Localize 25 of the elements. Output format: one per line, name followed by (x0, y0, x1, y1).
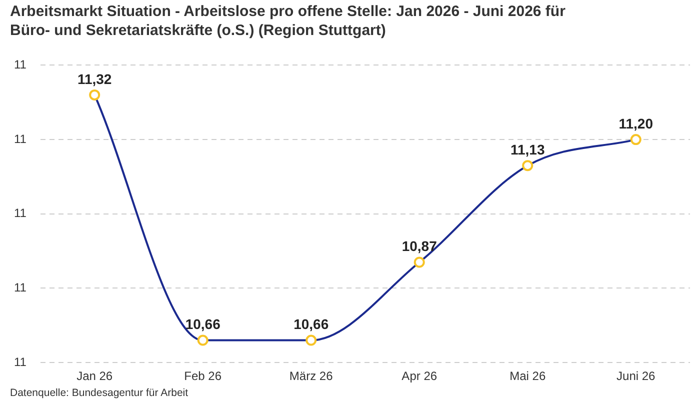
x-tick-label: Mai 26 (510, 369, 546, 384)
x-tick-label: Feb 26 (184, 369, 222, 384)
y-tick-label: 11 (14, 280, 27, 295)
y-tick-label: 11 (14, 132, 27, 146)
data-label: 11,20 (618, 115, 654, 132)
data-label: 11,32 (77, 70, 112, 87)
y-tick-label: 11 (14, 58, 27, 72)
point (522, 160, 534, 172)
chart-title: Arbeitsmarkt Situation - Arbeitslose pro offene Stelle: Jan 2026 - Juni 2026 für Büro- und Sekretariatskräfte (o.S.) (Region Stuttgart) (10, 2, 566, 40)
data-label: 10,87 (402, 238, 438, 254)
x-tick-label: Apr 26 (402, 369, 438, 384)
text: Datenquelle: Bundesagentur für Arbeit (10, 387, 188, 399)
x-tick-label: Jan 26 (76, 369, 113, 384)
point (197, 334, 208, 346)
data-label: 10,66 (185, 316, 221, 332)
x-tick-label: Juni 26 (616, 369, 656, 384)
point (306, 334, 317, 346)
point (89, 89, 100, 100)
data-label: 11,13 (510, 141, 545, 158)
point (630, 134, 642, 146)
point (414, 256, 425, 268)
y-tick-label: 11 (14, 206, 27, 220)
y-tick-label: 11 (14, 354, 27, 369)
data-label: 10,66 (294, 316, 329, 332)
x-tick-label: März 26 (289, 369, 334, 384)
